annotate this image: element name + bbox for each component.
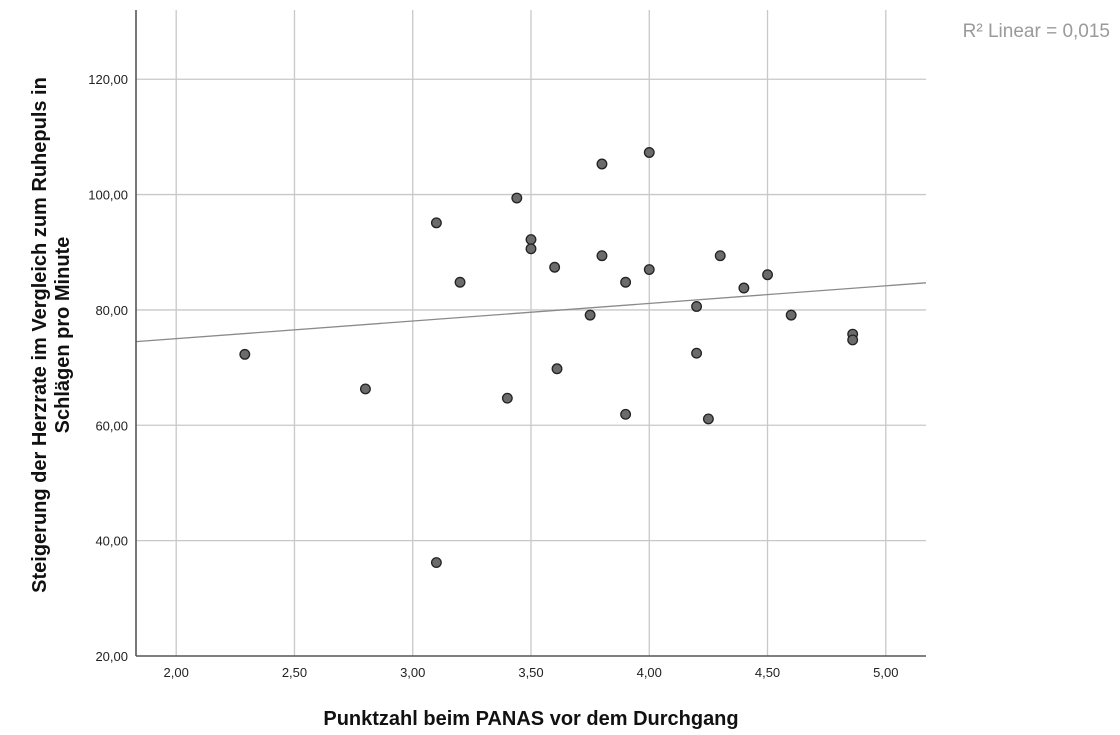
data-point [785, 309, 797, 321]
y-tick-label: 40,00 [95, 534, 128, 549]
linear-fit-line [135, 282, 927, 343]
data-point [762, 269, 773, 281]
data-point [454, 276, 466, 288]
data-point [430, 557, 442, 569]
data-point [551, 363, 563, 375]
y-tick-label: 20,00 [95, 649, 128, 664]
data-point [359, 383, 371, 395]
y-tick-label: 120,00 [88, 72, 128, 87]
y-axis-title: Steigerung der Herzrate im Vergleich zum… [29, 77, 74, 593]
data-point [738, 282, 750, 294]
r-squared-annotation: R² Linear = 0,015 [963, 21, 1110, 42]
x-tick-label: 4,00 [637, 665, 662, 680]
data-point [239, 348, 251, 360]
y-tick-label: 60,00 [95, 418, 128, 433]
data-point [691, 301, 703, 312]
data-point [525, 243, 537, 255]
tick-labels: 2,00 2,50 3,00 3,50 4,00 4,50 5,00 20,00 40,00 60… [88, 72, 898, 680]
data-point [620, 408, 632, 420]
y-axis-title-line-1: Steigerung der Herzrate im Vergleich zum… [29, 77, 51, 593]
data-point [643, 264, 655, 276]
x-tick-label: 2,50 [282, 665, 307, 680]
data-point [691, 347, 703, 359]
data-point [643, 147, 655, 158]
x-axis-title: Punktzahl beim PANAS vor dem Durchgang [323, 708, 738, 730]
data-point [501, 392, 513, 404]
x-tick-label: 3,50 [518, 665, 543, 680]
data-points [239, 147, 859, 569]
data-point [714, 250, 726, 262]
data-point [596, 250, 608, 262]
data-point [430, 217, 442, 229]
y-axis-title-line-2: Schlägen pro Minute [52, 237, 74, 434]
y-tick-label: 100,00 [88, 188, 128, 203]
axes [135, 10, 926, 657]
data-point [525, 234, 537, 246]
data-point [702, 413, 714, 425]
data-point [620, 276, 632, 288]
x-tick-label: 4,50 [755, 665, 780, 680]
data-point [549, 261, 561, 273]
y-tick-label: 80,00 [95, 303, 128, 318]
data-point [584, 309, 596, 321]
data-point [511, 192, 523, 204]
x-tick-label: 5,00 [873, 665, 898, 680]
data-point [847, 334, 859, 346]
x-tick-label: 3,00 [400, 665, 425, 680]
grid-lines [136, 10, 926, 656]
data-point [596, 158, 608, 170]
fit-line-group [135, 282, 927, 343]
x-tick-label: 2,00 [164, 665, 189, 680]
